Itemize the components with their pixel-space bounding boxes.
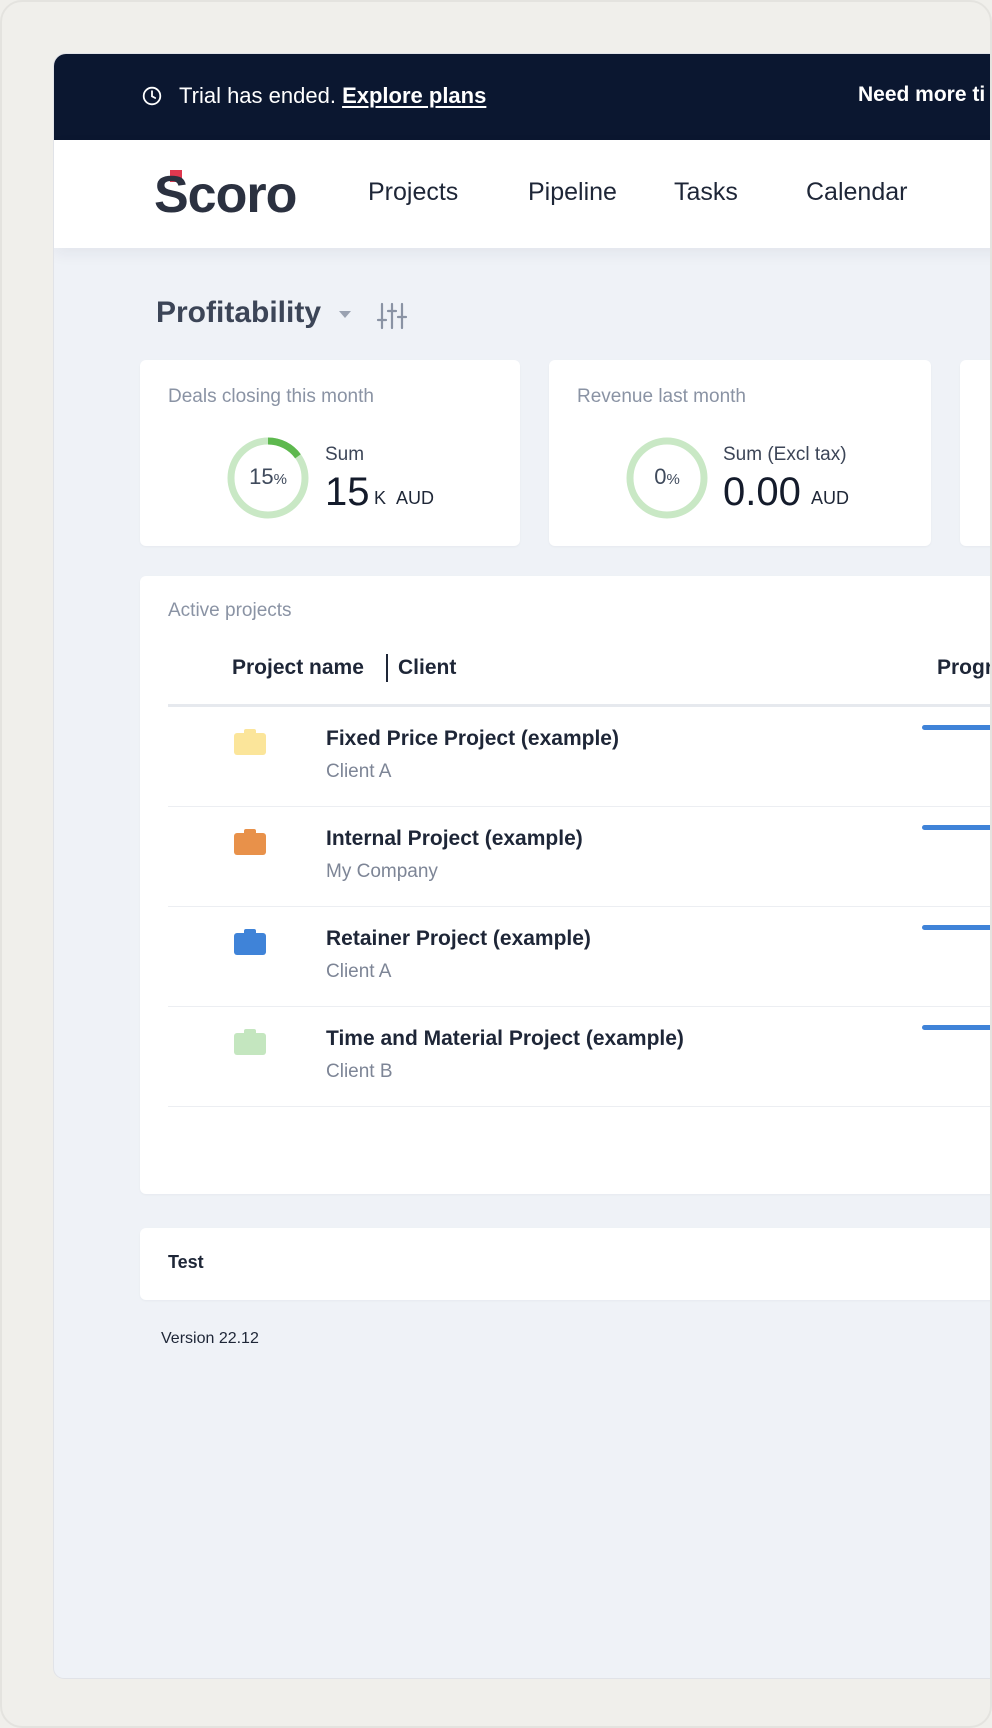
- top-nav: Scoro Projects Pipeline Tasks Calendar: [54, 140, 990, 248]
- ring-percent-value: 15: [249, 464, 274, 489]
- progress-bar: [922, 1025, 990, 1030]
- nav-item-projects[interactable]: Projects: [368, 178, 459, 206]
- project-name: Internal Project (example): [326, 827, 583, 850]
- column-header-separator: [386, 654, 388, 682]
- project-client: Client A: [326, 761, 392, 782]
- briefcase-icon: [234, 829, 266, 855]
- table-row[interactable]: Retainer Project (example) Client A: [168, 907, 990, 1007]
- column-header-project-name[interactable]: Project name: [232, 656, 364, 679]
- column-header-client[interactable]: Client: [398, 656, 457, 679]
- project-name: Retainer Project (example): [326, 927, 591, 950]
- briefcase-icon: [234, 729, 266, 755]
- table-row[interactable]: Time and Material Project (example) Clie…: [168, 1007, 990, 1107]
- logo-text: Scoro: [154, 166, 296, 222]
- kpi-card-deals[interactable]: Deals closing this month 15% Sum 15 K AU…: [140, 360, 520, 546]
- progress-bar: [922, 825, 990, 830]
- percent-ring: [227, 437, 309, 519]
- dashboard-title[interactable]: Profitability: [156, 296, 322, 329]
- caret-down-icon[interactable]: [338, 310, 352, 320]
- progress-bar: [922, 925, 990, 930]
- trial-ended-text: Trial has ended.: [179, 83, 336, 108]
- briefcase-icon: [234, 929, 266, 955]
- trial-message: Trial has ended. Explore plans: [179, 83, 486, 109]
- table-row[interactable]: Internal Project (example) My Company: [168, 807, 990, 907]
- ring-percent: 0%: [625, 464, 709, 490]
- need-more-time-text[interactable]: Need more ti: [858, 83, 986, 106]
- sliders-icon[interactable]: [376, 300, 408, 332]
- project-client: My Company: [326, 861, 438, 882]
- nav-item-tasks[interactable]: Tasks: [674, 178, 738, 206]
- kpi-unit: AUD: [811, 488, 849, 509]
- kpi-value: 0.00: [723, 470, 801, 514]
- project-name: Time and Material Project (example): [326, 1027, 684, 1050]
- percent-ring: [626, 437, 708, 519]
- explore-plans-link[interactable]: Explore plans: [342, 83, 487, 108]
- version-label: Version 22.12: [161, 1330, 259, 1347]
- kpi-caption: Sum (Excl tax): [723, 444, 847, 465]
- table-header-divider: [168, 704, 990, 707]
- kpi-title: Revenue last month: [577, 386, 746, 407]
- nav-item-pipeline[interactable]: Pipeline: [528, 178, 617, 206]
- progress-bar: [922, 725, 990, 730]
- kpi-card-revenue[interactable]: Revenue last month 0% Sum (Excl tax) 0.0…: [549, 360, 931, 546]
- kpi-suffix: K: [374, 488, 387, 508]
- kpi-caption: Sum: [325, 444, 365, 465]
- kpi-card-partial[interactable]: [960, 360, 990, 546]
- clock-icon: [142, 86, 162, 106]
- project-name: Fixed Price Project (example): [326, 727, 619, 750]
- trial-banner: Trial has ended. Explore plans Need more…: [54, 54, 990, 140]
- ring-percent: 15%: [226, 464, 310, 490]
- column-header-progress[interactable]: Progr: [937, 656, 992, 679]
- active-projects-title: Active projects: [168, 600, 292, 621]
- kpi-currency: AUD: [396, 488, 435, 508]
- kpi-value: 15: [325, 470, 370, 514]
- kpi-currency: AUD: [811, 488, 850, 508]
- app-screen: Trial has ended. Explore plans Need more…: [54, 54, 992, 1678]
- briefcase-icon: [234, 1029, 266, 1055]
- test-card[interactable]: Test: [140, 1228, 990, 1300]
- nav-item-calendar[interactable]: Calendar: [806, 178, 908, 206]
- scoro-logo[interactable]: Scoro: [154, 166, 304, 222]
- kpi-unit: K AUD: [374, 488, 434, 509]
- project-client: Client A: [326, 961, 392, 982]
- kpi-title: Deals closing this month: [168, 386, 374, 407]
- ring-percent-value: 0: [654, 464, 667, 489]
- active-projects-card: Active projects Project name Client Prog…: [140, 576, 992, 1194]
- ring-percent-sign: %: [666, 471, 680, 488]
- test-card-label: Test: [168, 1252, 204, 1272]
- table-row[interactable]: Fixed Price Project (example) Client A: [168, 707, 990, 807]
- ring-percent-sign: %: [273, 471, 287, 488]
- project-client: Client B: [326, 1061, 393, 1082]
